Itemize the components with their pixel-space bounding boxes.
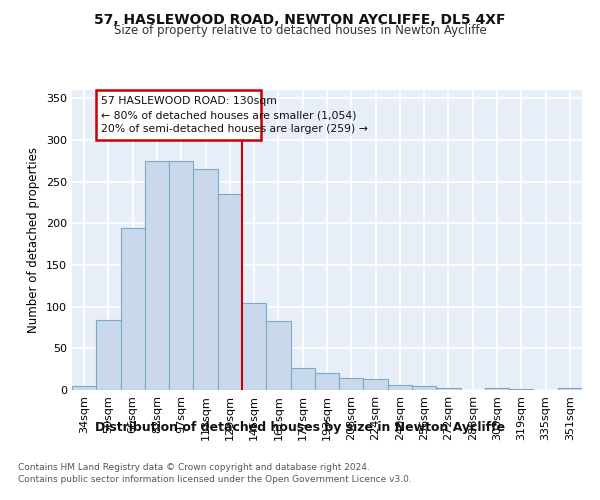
Bar: [436, 388, 461, 390]
Bar: [315, 374, 339, 390]
Bar: [339, 378, 364, 390]
Bar: [388, 385, 412, 390]
Text: 57, HASLEWOOD ROAD, NEWTON AYCLIFFE, DL5 4XF: 57, HASLEWOOD ROAD, NEWTON AYCLIFFE, DL5…: [94, 12, 506, 26]
Bar: [509, 389, 533, 390]
Text: 57 HASLEWOOD ROAD: 130sqm
← 80% of detached houses are smaller (1,054)
20% of se: 57 HASLEWOOD ROAD: 130sqm ← 80% of detac…: [101, 96, 368, 134]
Bar: [364, 379, 388, 390]
Bar: [96, 320, 121, 390]
Bar: [290, 368, 315, 390]
Bar: [485, 388, 509, 390]
Text: Contains public sector information licensed under the Open Government Licence v3: Contains public sector information licen…: [18, 475, 412, 484]
Bar: [218, 194, 242, 390]
Text: Contains HM Land Registry data © Crown copyright and database right 2024.: Contains HM Land Registry data © Crown c…: [18, 464, 370, 472]
Bar: [558, 388, 582, 390]
Bar: [72, 386, 96, 390]
Bar: [145, 161, 169, 390]
Bar: [412, 386, 436, 390]
FancyBboxPatch shape: [96, 90, 262, 140]
Y-axis label: Number of detached properties: Number of detached properties: [28, 147, 40, 333]
Text: Distribution of detached houses by size in Newton Aycliffe: Distribution of detached houses by size …: [95, 421, 505, 434]
Bar: [242, 304, 266, 390]
Bar: [121, 228, 145, 390]
Bar: [266, 321, 290, 390]
Bar: [169, 161, 193, 390]
Text: Size of property relative to detached houses in Newton Aycliffe: Size of property relative to detached ho…: [113, 24, 487, 37]
Bar: [193, 169, 218, 390]
